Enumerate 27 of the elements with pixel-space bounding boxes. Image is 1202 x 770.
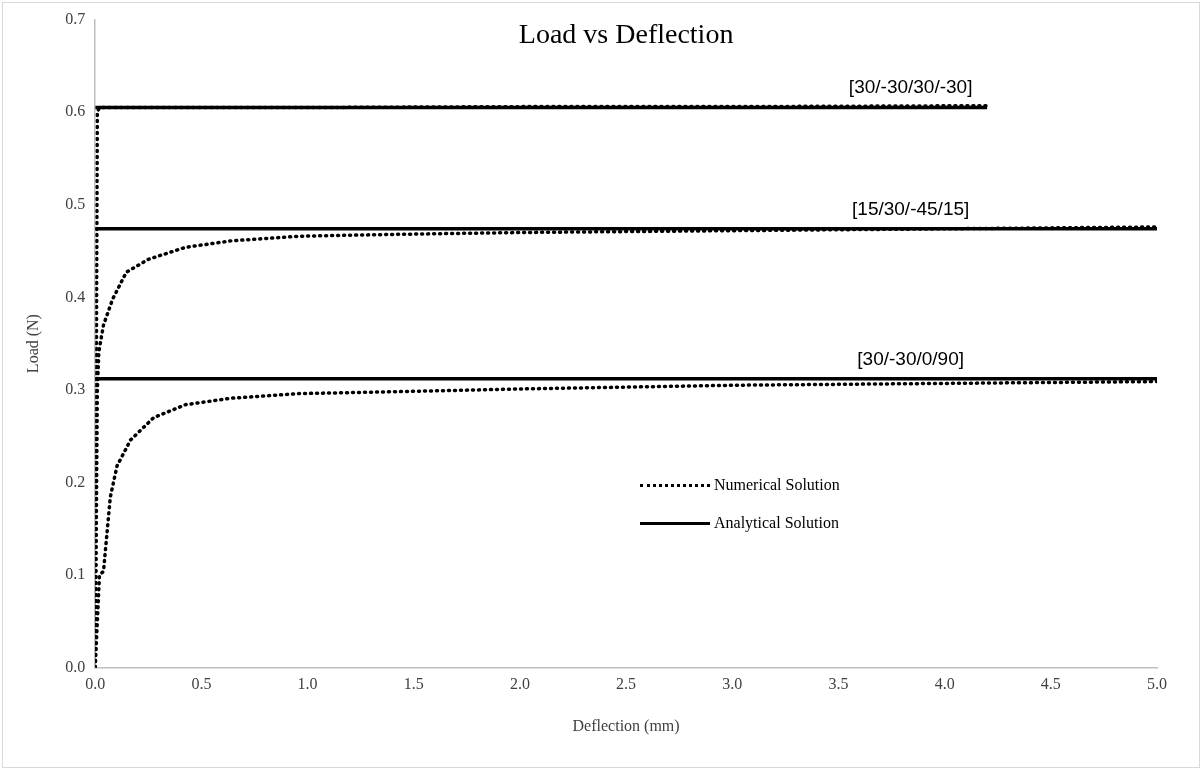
chart-title: Load vs Deflection [518,17,734,49]
legend-label: Numerical Solution [714,476,840,494]
y-tick-label: 0.5 [65,194,86,212]
x-tick-label: 3.0 [722,675,743,693]
x-tick-label: 1.5 [403,675,424,693]
x-tick-label: 0.5 [191,675,212,693]
y-axis-title: Load (N) [23,314,42,374]
y-tick-label: 0.6 [65,102,86,120]
y-tick-label: 0.2 [65,472,86,490]
y-tick-label: 0.3 [65,380,86,398]
annotation: [15/30/-45/15] [852,197,970,219]
y-tick-label: 0.4 [65,287,86,305]
annotation: [30/-30/30/-30] [848,76,973,98]
x-tick-label: 4.5 [1040,675,1061,693]
x-tick-label: 2.0 [509,675,530,693]
annotation: [30/-30/0/90] [857,347,965,369]
x-tick-label: 3.5 [828,675,849,693]
x-tick-label: 1.0 [297,675,318,693]
x-tick-label: 2.5 [616,675,637,693]
y-tick-label: 0.7 [65,9,86,27]
x-tick-label: 4.0 [934,675,955,693]
x-tick-label: 0.0 [85,675,106,693]
y-tick-label: 0.0 [65,657,86,675]
legend-label: Analytical Solution [714,514,839,532]
x-tick-label: 5.0 [1147,675,1167,693]
y-tick-label: 0.1 [65,565,86,583]
x-axis-title: Deflection (mm) [572,716,680,735]
